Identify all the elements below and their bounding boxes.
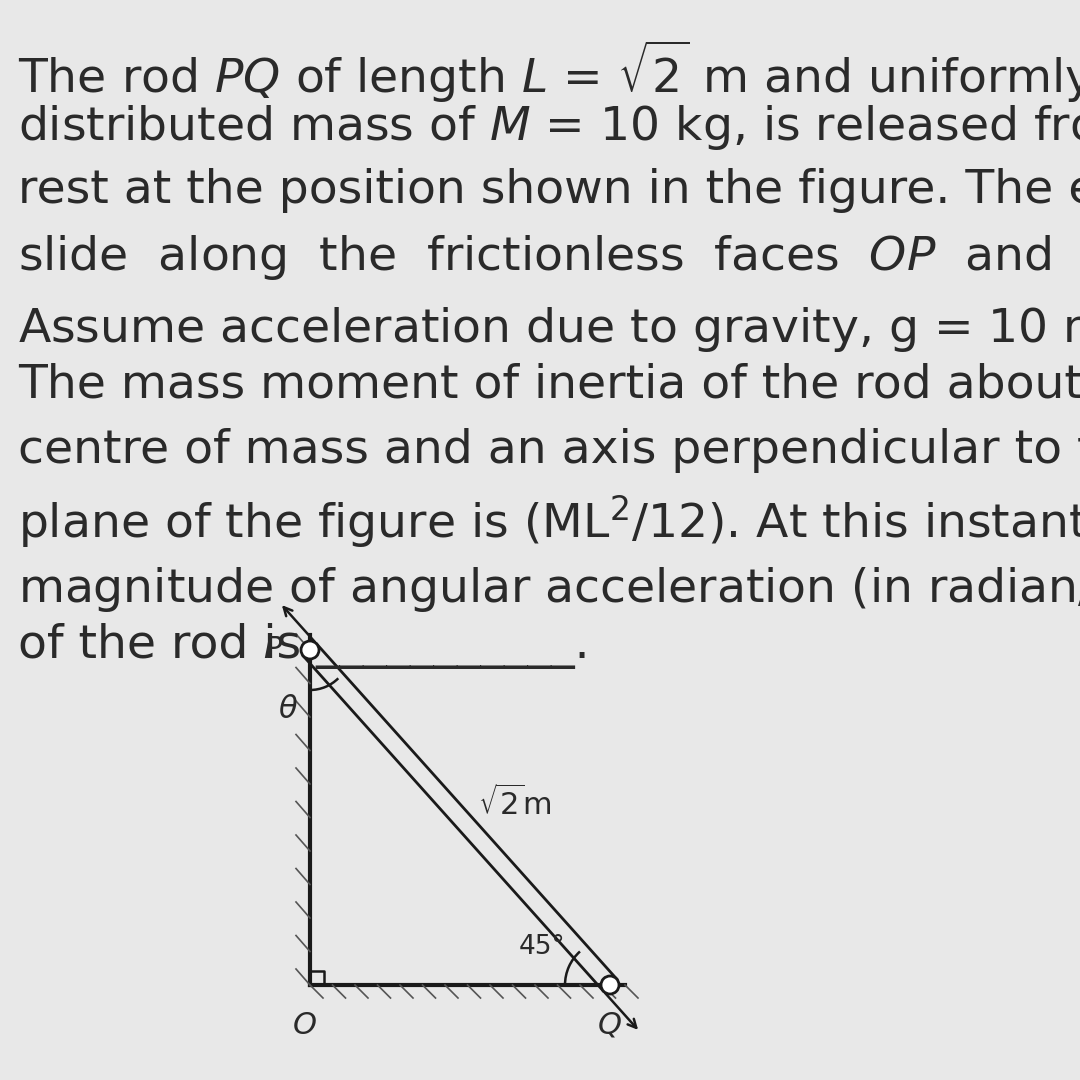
Text: Assume acceleration due to gravity, g = 10 m/s$^{2}$.: Assume acceleration due to gravity, g = … <box>18 298 1080 355</box>
Text: distributed mass of $\mathit{M}$ = 10 kg, is released from: distributed mass of $\mathit{M}$ = 10 kg… <box>18 103 1080 152</box>
Text: of the rod is ___________.: of the rod is ___________. <box>18 623 590 669</box>
Text: slide  along  the  frictionless  faces  $\mathit{OP}$  and  $\mathit{OQ}$.: slide along the frictionless faces $\mat… <box>18 233 1080 282</box>
Text: The mass moment of inertia of the rod about its: The mass moment of inertia of the rod ab… <box>18 363 1080 408</box>
Circle shape <box>301 642 319 659</box>
Text: centre of mass and an axis perpendicular to the: centre of mass and an axis perpendicular… <box>18 428 1080 473</box>
Text: plane of the figure is (ML$^{2}$/12). At this instant, the: plane of the figure is (ML$^{2}$/12). At… <box>18 492 1080 550</box>
Circle shape <box>600 976 619 994</box>
Text: rest at the position shown in the figure. The ends: rest at the position shown in the figure… <box>18 168 1080 213</box>
Text: Q: Q <box>598 1011 622 1039</box>
Text: magnitude of angular acceleration (in radian/s$^{2}$): magnitude of angular acceleration (in ra… <box>18 558 1080 615</box>
Text: P: P <box>262 635 281 664</box>
Text: $\theta$: $\theta$ <box>278 696 298 725</box>
Text: O: O <box>293 1011 318 1039</box>
Text: The rod $\mathit{PQ}$ of length $\mathit{L}$ = $\sqrt{2}$ m and uniformly: The rod $\mathit{PQ}$ of length $\mathit… <box>18 38 1080 105</box>
Text: 45°: 45° <box>518 934 565 960</box>
Text: $\sqrt{2}$m: $\sqrt{2}$m <box>478 784 552 821</box>
